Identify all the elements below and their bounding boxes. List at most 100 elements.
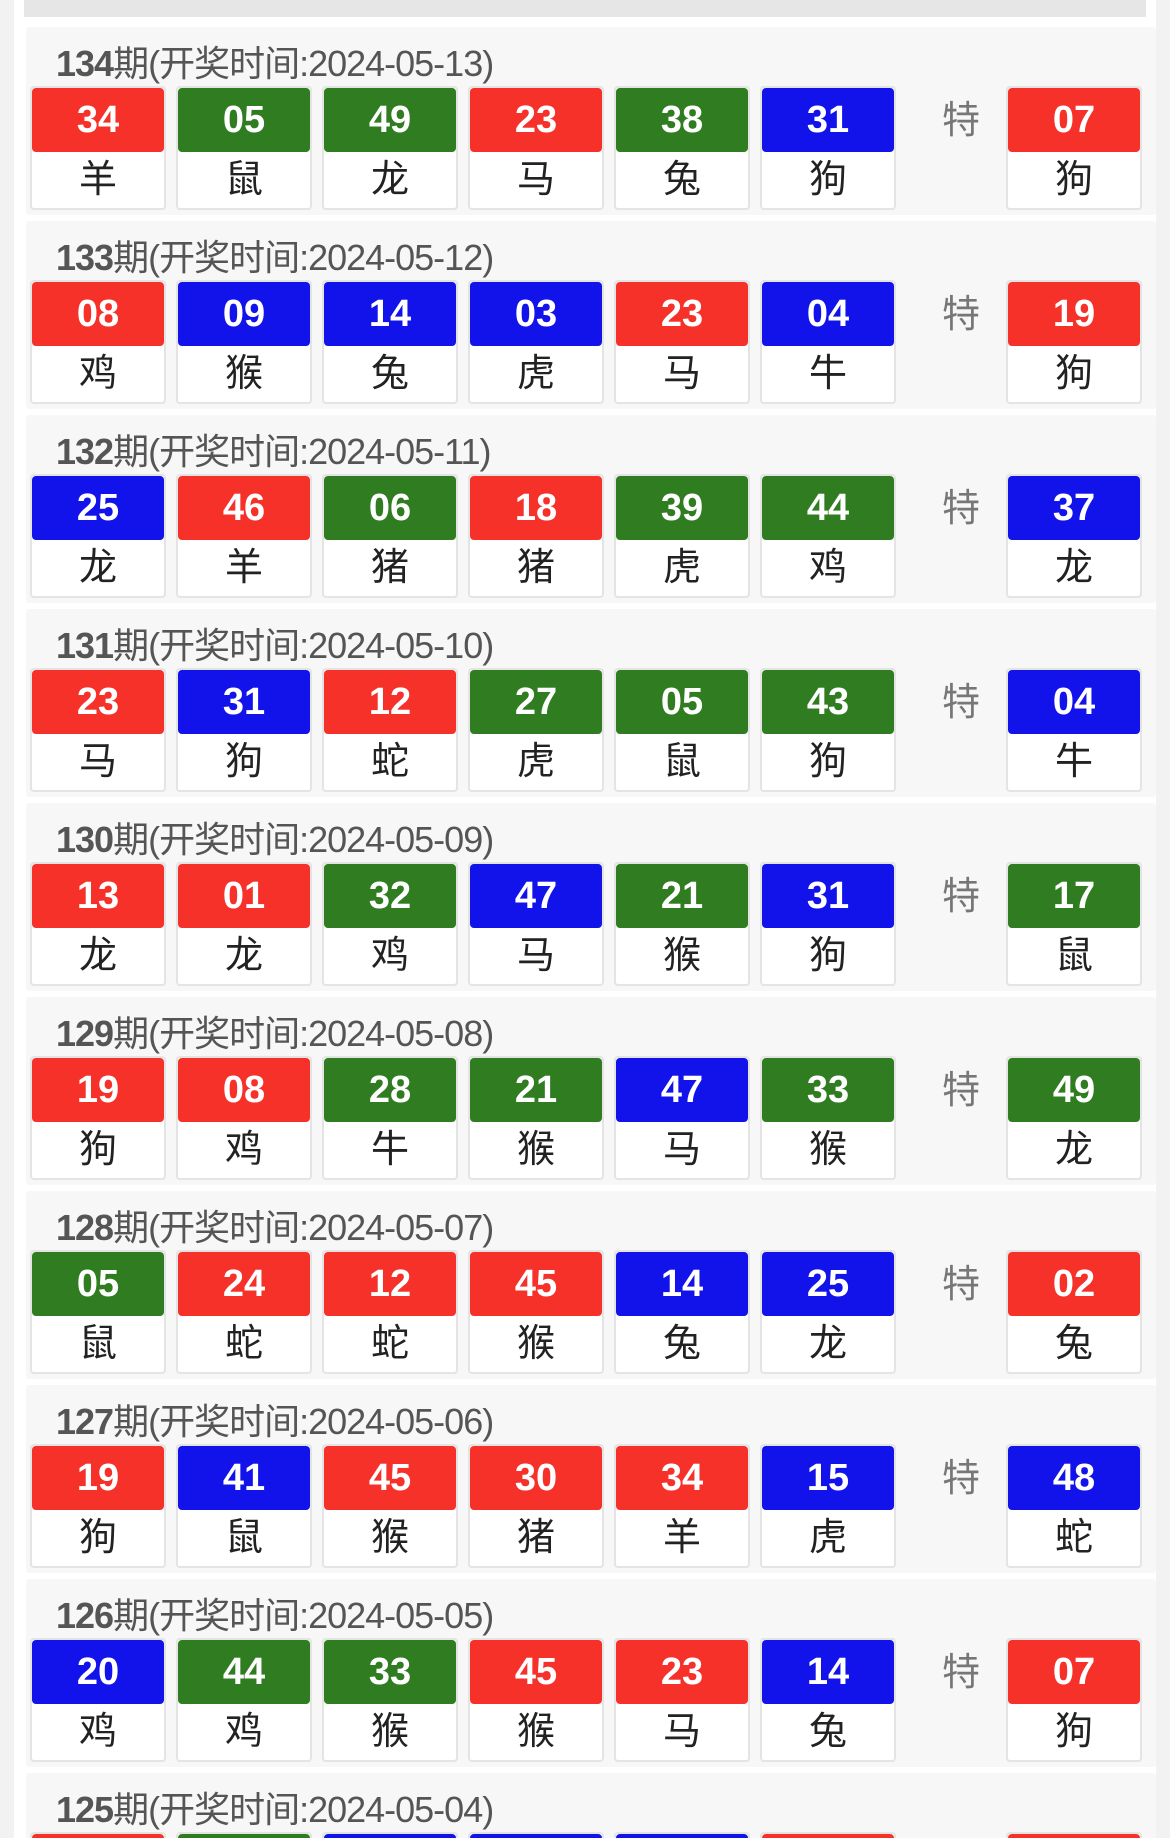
number-ball: 45 猴 xyxy=(322,1444,458,1568)
number-ball xyxy=(30,1832,166,1838)
draw-record: 125期(开奖时间:2024-05-04)特 xyxy=(26,1773,1156,1838)
zodiac-label: 鸡 xyxy=(224,1711,263,1753)
zodiac-label: 虎 xyxy=(808,1517,847,1559)
number-ball: 31 狗 xyxy=(176,668,312,792)
draw-date: 期(开奖时间:2024-05-13) xyxy=(113,43,494,84)
special-ball xyxy=(1006,1832,1142,1838)
ball-number: 12 xyxy=(324,1252,456,1316)
ball-number: 05 xyxy=(32,1252,164,1316)
ball-number: 27 xyxy=(470,670,602,734)
ball-number: 34 xyxy=(616,1446,748,1510)
zodiac-label: 虎 xyxy=(516,741,555,783)
number-ball: 19 狗 xyxy=(30,1444,166,1568)
zodiac-label: 猴 xyxy=(370,1517,409,1559)
number-ball: 20 鸡 xyxy=(30,1638,166,1762)
issue-number: 131 xyxy=(56,625,114,666)
number-ball: 14 兔 xyxy=(322,280,458,404)
number-ball: 28 牛 xyxy=(322,1056,458,1180)
zodiac-label: 狗 xyxy=(1054,159,1093,201)
zodiac-label: 猴 xyxy=(370,1711,409,1753)
draw-date: 期(开奖时间:2024-05-07) xyxy=(113,1207,494,1248)
zodiac-label: 鼠 xyxy=(224,159,263,201)
zodiac-label: 牛 xyxy=(808,353,847,395)
ball-number: 02 xyxy=(1008,1252,1140,1316)
number-ball: 23 马 xyxy=(614,1638,750,1762)
zodiac-label: 鼠 xyxy=(1054,935,1093,977)
ball-number: 23 xyxy=(616,282,748,346)
zodiac-label: 鼠 xyxy=(662,741,701,783)
draw-record: 128期(开奖时间:2024-05-07) 05 鼠 24 蛇 12 蛇 45 猴 14 兔 25 龙 特… xyxy=(26,1191,1156,1379)
special-ball: 19 狗 xyxy=(1006,280,1142,404)
zodiac-label: 龙 xyxy=(370,159,409,201)
issue-number: 134 xyxy=(56,43,114,84)
number-ball: 34 羊 xyxy=(614,1444,750,1568)
draw-title: 127期(开奖时间:2024-05-06) xyxy=(56,1393,494,1445)
ball-number xyxy=(470,1834,602,1838)
ball-number: 23 xyxy=(32,670,164,734)
number-ball: 09 猴 xyxy=(176,280,312,404)
draw-title: 133期(开奖时间:2024-05-12) xyxy=(56,229,494,281)
number-ball xyxy=(614,1832,750,1838)
zodiac-label: 龙 xyxy=(808,1323,847,1365)
zodiac-label: 猴 xyxy=(516,1323,555,1365)
number-ball: 13 龙 xyxy=(30,862,166,986)
ball-number: 47 xyxy=(616,1058,748,1122)
issue-number: 127 xyxy=(56,1401,114,1442)
zodiac-label: 狗 xyxy=(78,1129,117,1171)
draw-record: 132期(开奖时间:2024-05-11) 25 龙 46 羊 06 猪 18 猪 39 虎 44 鸡 特… xyxy=(26,415,1156,603)
zodiac-label: 马 xyxy=(662,1129,701,1171)
ball-number: 37 xyxy=(1008,476,1140,540)
number-ball: 33 猴 xyxy=(322,1638,458,1762)
special-ball: 07 狗 xyxy=(1006,86,1142,210)
ball-number: 39 xyxy=(616,476,748,540)
draw-title: 134期(开奖时间:2024-05-13) xyxy=(56,35,494,87)
draw-title: 125期(开奖时间:2024-05-04) xyxy=(56,1781,494,1833)
zodiac-label: 狗 xyxy=(224,741,263,783)
number-ball: 14 兔 xyxy=(614,1250,750,1374)
draw-record: 130期(开奖时间:2024-05-09) 13 龙 01 龙 32 鸡 47 马 21 猴 31 狗 特… xyxy=(26,803,1156,991)
zodiac-label: 鸡 xyxy=(370,935,409,977)
number-ball: 34 羊 xyxy=(30,86,166,210)
special-label: 特 xyxy=(942,100,981,142)
zodiac-label: 蛇 xyxy=(224,1323,263,1365)
number-ball: 12 蛇 xyxy=(322,668,458,792)
ball-number: 18 xyxy=(470,476,602,540)
ball-number: 07 xyxy=(1008,88,1140,152)
zodiac-label: 虎 xyxy=(516,353,555,395)
number-ball: 47 马 xyxy=(614,1056,750,1180)
issue-number: 132 xyxy=(56,431,114,472)
zodiac-label: 马 xyxy=(516,935,555,977)
number-ball: 44 鸡 xyxy=(176,1638,312,1762)
special-ball: 37 龙 xyxy=(1006,474,1142,598)
zodiac-label: 猪 xyxy=(516,1517,555,1559)
draw-record: 126期(开奖时间:2024-05-05) 20 鸡 44 鸡 33 猴 45 猴 23 马 14 兔 特… xyxy=(26,1579,1156,1767)
top-bar xyxy=(24,0,1146,17)
special-ball: 07 狗 xyxy=(1006,1638,1142,1762)
draw-title: 130期(开奖时间:2024-05-09) xyxy=(56,811,494,863)
ball-number: 24 xyxy=(178,1252,310,1316)
issue-number: 128 xyxy=(56,1207,114,1248)
zodiac-label: 马 xyxy=(516,159,555,201)
zodiac-label: 牛 xyxy=(1054,741,1093,783)
ball-number: 08 xyxy=(178,1058,310,1122)
ball-number: 04 xyxy=(762,282,894,346)
ball-number: 49 xyxy=(324,88,456,152)
zodiac-label: 马 xyxy=(662,1711,701,1753)
zodiac-label: 狗 xyxy=(78,1517,117,1559)
zodiac-label: 马 xyxy=(662,353,701,395)
zodiac-label: 蛇 xyxy=(370,741,409,783)
ball-number: 34 xyxy=(32,88,164,152)
zodiac-label: 猴 xyxy=(516,1711,555,1753)
zodiac-label: 龙 xyxy=(1054,547,1093,589)
number-ball: 23 马 xyxy=(614,280,750,404)
number-ball: 12 蛇 xyxy=(322,1250,458,1374)
number-ball: 04 牛 xyxy=(760,280,896,404)
ball-number: 12 xyxy=(324,670,456,734)
zodiac-label: 狗 xyxy=(808,741,847,783)
zodiac-label: 马 xyxy=(78,741,117,783)
zodiac-label: 兔 xyxy=(662,159,701,201)
ball-number: 19 xyxy=(32,1446,164,1510)
issue-number: 129 xyxy=(56,1013,114,1054)
special-label: 特 xyxy=(942,876,981,918)
ball-number: 45 xyxy=(470,1252,602,1316)
